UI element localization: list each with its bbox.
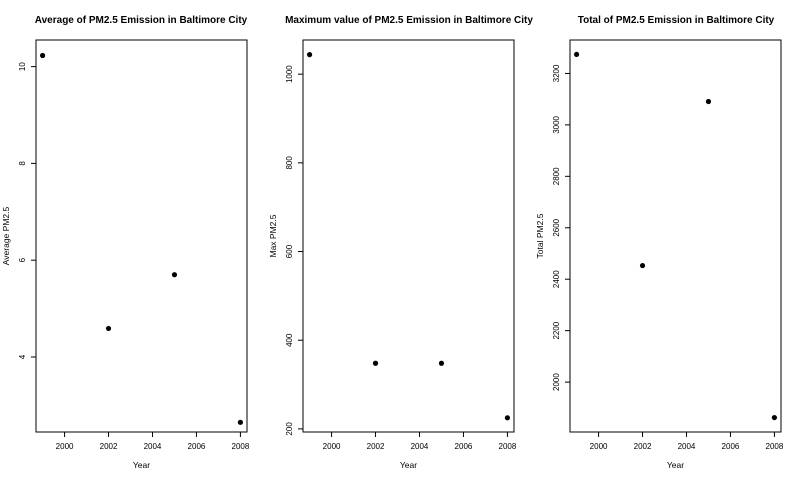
data-point <box>438 360 445 366</box>
data-points <box>306 52 511 421</box>
data-point <box>39 52 46 59</box>
chart-title: Maximum value of PM2.5 Emission in Balti… <box>285 15 533 26</box>
y-tick-label: 400 <box>285 333 294 347</box>
y-tick-label: 600 <box>285 244 294 258</box>
data-points <box>573 51 778 421</box>
y-tick-label: 2400 <box>552 270 561 288</box>
x-axis: 2000 2002 2004 2006 2008 <box>590 432 784 451</box>
x-axis-label: Year <box>133 460 150 470</box>
data-point <box>237 419 244 425</box>
x-tick-label: 2000 <box>323 442 341 451</box>
y-tick-label: 1000 <box>285 65 294 83</box>
y-axis-label: Total PM2.5 <box>535 213 545 258</box>
y-tick-label: 3200 <box>552 64 561 82</box>
data-point <box>573 51 580 58</box>
x-tick-label: 2000 <box>56 442 74 451</box>
x-tick-label: 2002 <box>634 442 652 451</box>
x-tick-label: 2008 <box>499 442 517 451</box>
y-tick-label: 800 <box>285 156 294 170</box>
data-point <box>171 272 178 278</box>
x-axis-label: Year <box>400 460 417 470</box>
y-tick-label: 2600 <box>552 218 561 236</box>
x-tick-label: 2006 <box>722 442 740 451</box>
x-tick-label: 2008 <box>232 442 250 451</box>
data-point <box>306 52 313 58</box>
y-tick-label: 4 <box>18 354 27 359</box>
data-points <box>39 52 244 425</box>
data-point <box>372 360 379 366</box>
x-tick-label: 2006 <box>188 442 206 451</box>
x-tick-label: 2004 <box>144 442 162 451</box>
x-tick-label: 2002 <box>100 442 118 451</box>
x-tick-label: 2008 <box>766 442 784 451</box>
y-tick-label: 10 <box>18 62 27 71</box>
x-tick-label: 2002 <box>367 442 385 451</box>
y-axis-label: Max PM2.5 <box>268 214 278 257</box>
chart-title: Average of PM2.5 Emission in Baltimore C… <box>35 15 248 26</box>
y-tick-label: 2200 <box>552 321 561 339</box>
chart-panel-2: Maximum value of PM2.5 Emission in Balti… <box>268 15 533 470</box>
x-tick-label: 2006 <box>455 442 473 451</box>
y-tick-label: 2800 <box>552 167 561 185</box>
x-axis: 2000 2002 2004 2006 2008 <box>56 432 250 451</box>
plot-frame <box>35 39 248 433</box>
y-axis: 2000 2200 2400 2600 2800 3000 3200 <box>552 64 570 391</box>
x-tick-label: 2004 <box>678 442 696 451</box>
chart-panel-1: Average of PM2.5 Emission in Baltimore C… <box>1 15 250 470</box>
y-tick-label: 3000 <box>552 115 561 133</box>
y-tick-label: 200 <box>285 422 294 436</box>
chart-title: Total of PM2.5 Emission in Baltimore Cit… <box>578 15 775 26</box>
plot-frame <box>569 39 782 433</box>
y-tick-label: 2000 <box>552 373 561 391</box>
x-axis-label: Year <box>667 460 684 470</box>
y-tick-label: 8 <box>18 161 27 166</box>
data-point <box>639 262 646 269</box>
x-tick-label: 2004 <box>411 442 429 451</box>
y-axis-label: Average PM2.5 <box>1 207 11 266</box>
data-point <box>771 414 778 421</box>
y-axis: 200 400 600 800 1000 <box>285 65 303 436</box>
y-axis: 4 6 8 10 <box>18 62 36 359</box>
plot-frame <box>302 39 515 433</box>
y-tick-label: 6 <box>18 257 27 262</box>
data-point <box>504 415 511 421</box>
chart-panel-3: Total of PM2.5 Emission in Baltimore Cit… <box>535 15 784 470</box>
data-point <box>105 325 112 332</box>
data-point <box>705 98 712 105</box>
x-axis: 2000 2002 2004 2006 2008 <box>323 432 517 451</box>
x-tick-label: 2000 <box>590 442 608 451</box>
